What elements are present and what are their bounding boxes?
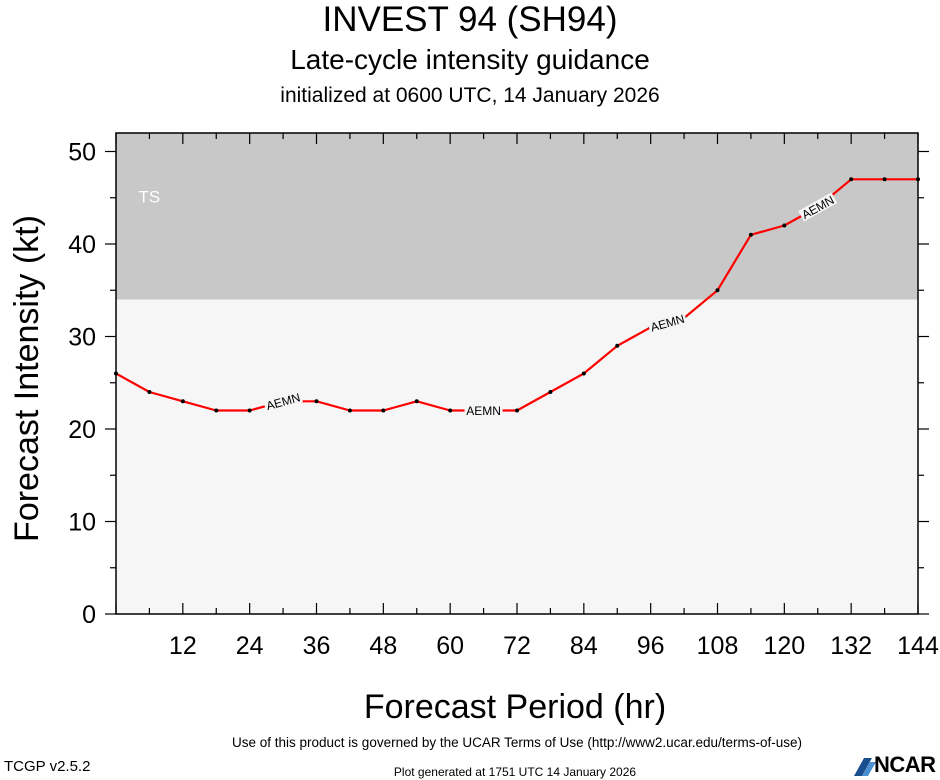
x-tick-label: 24 (236, 632, 264, 660)
y-tick-label: 20 (68, 416, 96, 444)
x-tick-label: 132 (830, 632, 872, 660)
data-point (448, 408, 453, 413)
x-tick-label: 60 (436, 632, 464, 660)
x-tick-label: 72 (503, 632, 531, 660)
data-point (715, 288, 720, 293)
data-point (414, 399, 419, 404)
data-point (916, 177, 920, 182)
x-tick-label: 36 (303, 632, 331, 660)
x-tick-label: 144 (897, 632, 939, 660)
x-tick-label: 12 (169, 632, 197, 660)
data-point (748, 232, 753, 237)
y-tick-label: 0 (82, 601, 96, 629)
ts-band-label: TS (139, 187, 161, 206)
x-axis-title: Forecast Period (hr) (364, 688, 666, 726)
ts-band (116, 133, 918, 300)
x-tick-label: 108 (697, 632, 739, 660)
x-tick-label: 120 (763, 632, 805, 660)
series-label: AEMN (466, 404, 501, 418)
data-point (581, 371, 586, 376)
intensity-chart: TS 12 24 36 48 60 72 84 96 108 120 132 144 0 10 20 30 40 5… (8, 132, 939, 726)
data-point (515, 408, 519, 413)
data-point (782, 223, 787, 228)
x-tick-label: 84 (570, 632, 598, 660)
ncar-logo-text: NCAR (874, 752, 936, 777)
data-point (849, 177, 854, 182)
chart-subtitle: Late-cycle intensity guidance (290, 44, 650, 75)
data-point (114, 371, 118, 376)
y-tick-label: 30 (68, 324, 96, 352)
chart-init-time: initialized at 0600 UTC, 14 January 2026 (280, 84, 660, 107)
data-point (548, 390, 553, 394)
series-label-bg (647, 311, 688, 334)
plot-generated-time: Plot generated at 1751 UTC 14 January 20… (393, 765, 637, 779)
data-point (882, 177, 887, 182)
data-point (214, 408, 219, 413)
x-tick-label: 48 (369, 632, 397, 660)
x-tick-label: 96 (637, 632, 665, 660)
data-point (180, 399, 185, 404)
series-label-bg (263, 390, 303, 413)
data-point (247, 408, 252, 413)
y-tick-label: 10 (68, 509, 96, 537)
data-point (347, 408, 352, 413)
product-version: TCGP v2.5.2 (4, 758, 91, 775)
series-label-bg (464, 404, 503, 417)
terms-of-use-notice: Use of this product is governed by the U… (232, 735, 802, 750)
data-point (381, 408, 386, 413)
data-point (314, 399, 319, 404)
ncar-logo-icon (854, 758, 876, 776)
data-point (147, 390, 152, 394)
series-label-bg (798, 192, 838, 222)
y-axis-title: Forecast Intensity (kt) (8, 215, 46, 542)
chart-title: INVEST 94 (SH94) (322, 0, 618, 39)
data-point (615, 343, 620, 348)
y-tick-label: 40 (68, 231, 96, 259)
y-tick-label: 50 (68, 139, 96, 167)
